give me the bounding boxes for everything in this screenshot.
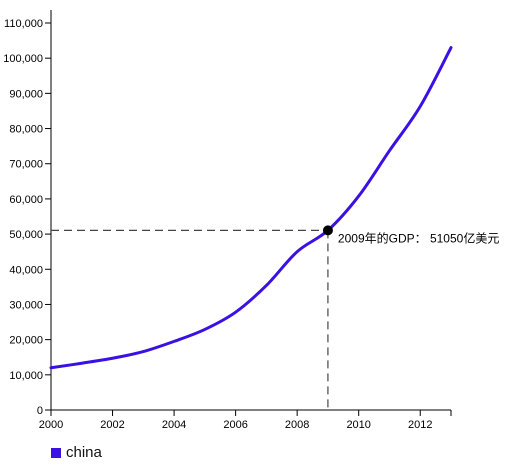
highlight-guides xyxy=(51,229,329,410)
series-line-china xyxy=(49,46,453,370)
legend: china xyxy=(51,444,102,461)
y-tick-label: 60,000 xyxy=(9,194,43,206)
series-layer xyxy=(49,46,453,370)
x-tick-label: 2010 xyxy=(346,419,370,431)
legend-label-china: china xyxy=(66,444,102,461)
x-tick-label: 2006 xyxy=(223,419,247,431)
y-tick-label: 30,000 xyxy=(9,299,43,311)
y-tick-label: 0 xyxy=(37,405,43,417)
legend-swatch-china xyxy=(51,447,61,458)
y-tick-label: 50,000 xyxy=(9,229,43,241)
y-tick-label: 100,000 xyxy=(3,53,43,65)
x-tick-label: 2004 xyxy=(162,419,186,431)
y-tick-label: 110,000 xyxy=(4,18,43,30)
y-tick-label: 90,000 xyxy=(9,88,43,100)
y-tick-label: 10,000 xyxy=(9,370,43,382)
highlight-point xyxy=(322,225,333,236)
highlight-label: 2009年的GDP： 51050亿美元 xyxy=(338,230,499,245)
y-tick-label: 80,000 xyxy=(9,124,43,136)
axes: 0 10,000 20,000 30,000 40,000 50,000 60,000 70,… xyxy=(3,10,452,431)
y-tick-label: 40,000 xyxy=(9,264,43,276)
x-tick-label: 2008 xyxy=(285,419,309,431)
x-tick-label: 2002 xyxy=(100,419,124,431)
y-tick-label: 70,000 xyxy=(9,159,43,171)
highlight-layer: 2009年的GDP： 51050亿美元 xyxy=(322,225,499,245)
y-tick-label: 20,000 xyxy=(9,335,43,347)
x-tick-label: 2012 xyxy=(408,419,432,431)
x-tick-label: 2000 xyxy=(39,419,63,431)
